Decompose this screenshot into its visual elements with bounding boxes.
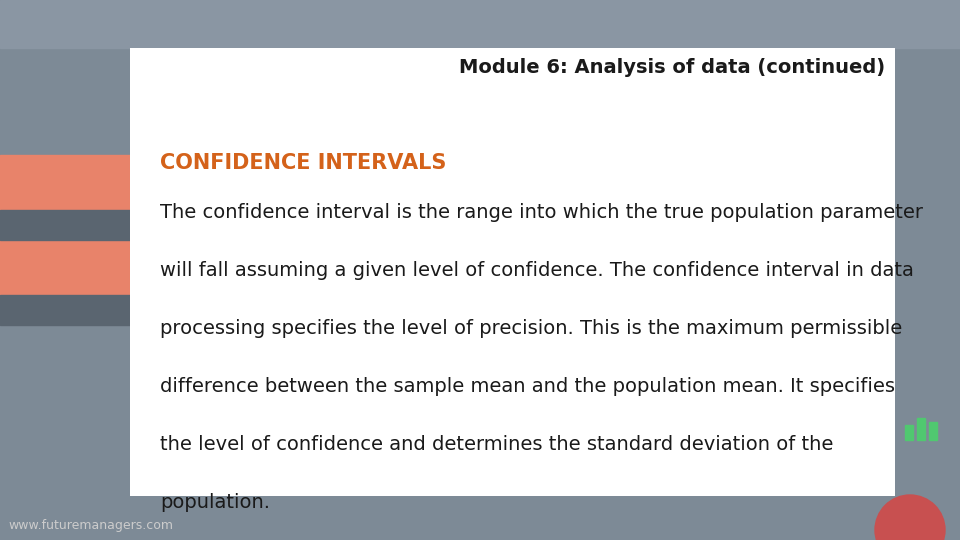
Text: difference between the sample mean and the population mean. It specifies: difference between the sample mean and t… [160,377,895,396]
Text: the level of confidence and determines the standard deviation of the: the level of confidence and determines t… [160,435,833,454]
Text: www.futuremanagers.com: www.futuremanagers.com [8,519,173,532]
Bar [0,155,130,210]
Bar [0,0,960,48]
Bar [929,422,937,440]
Text: will fall assuming a given level of confidence. The confidence interval in data: will fall assuming a given level of conf… [160,261,914,280]
Bar [0,295,130,325]
Text: CONFIDENCE INTERVALS: CONFIDENCE INTERVALS [160,153,446,173]
Bar [895,0,960,540]
Text: The confidence interval is the range into which the true population parameter: The confidence interval is the range int… [160,203,923,222]
Bar [917,418,925,440]
Text: population.: population. [160,493,270,512]
Bar [0,240,130,295]
Text: Module 6: Analysis of data (continued): Module 6: Analysis of data (continued) [459,58,885,77]
Text: processing specifies the level of precision. This is the maximum permissible: processing specifies the level of precis… [160,319,902,338]
Bar [130,48,895,496]
Bar [0,210,130,240]
Circle shape [875,495,945,540]
Bar [0,496,960,540]
Bar [0,0,130,540]
Bar [905,425,913,440]
